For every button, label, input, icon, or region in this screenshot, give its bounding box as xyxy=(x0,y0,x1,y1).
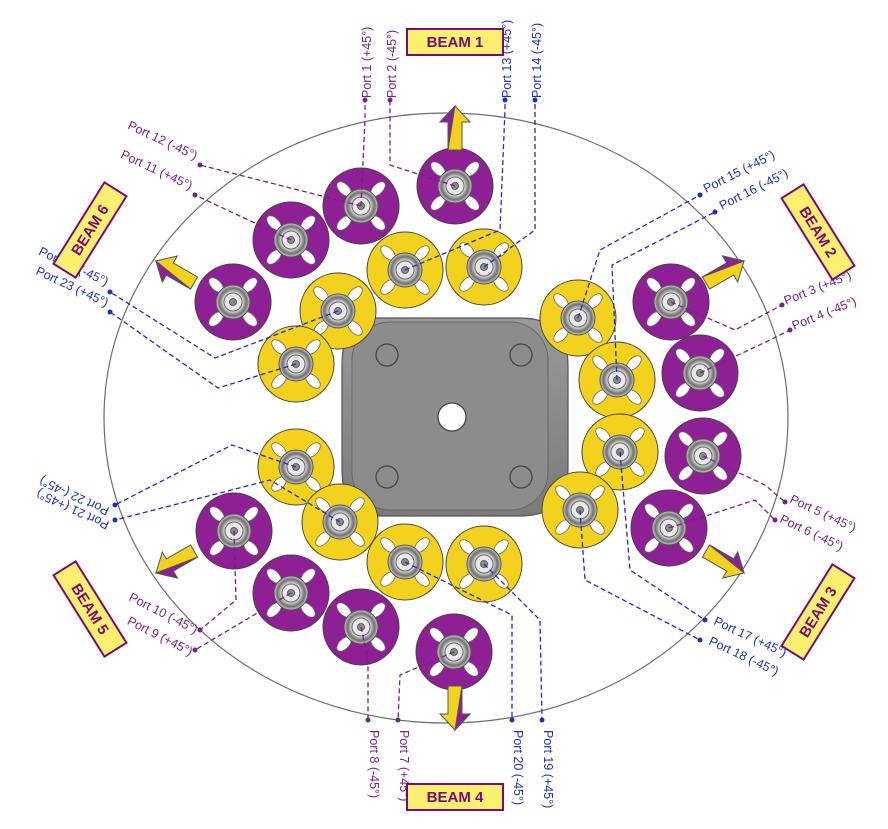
feed-line xyxy=(109,291,339,359)
radiator-purple xyxy=(195,492,273,570)
port-label: Port 14 (-45°) xyxy=(530,23,544,98)
feed-line xyxy=(483,100,536,268)
mount-hole xyxy=(509,343,533,367)
port-terminal xyxy=(112,517,118,523)
feed-line xyxy=(360,626,369,720)
port-terminal xyxy=(539,717,545,723)
feed-line xyxy=(397,651,455,721)
port-terminal xyxy=(532,97,538,103)
beam-arrow-icon xyxy=(701,544,746,579)
port-terminal xyxy=(697,192,703,198)
beam-arrow-icon xyxy=(154,255,199,290)
beam-direction-arrows xyxy=(154,104,746,732)
port-terminal xyxy=(197,627,203,633)
port-label: Port 2 (-45°) xyxy=(385,30,399,98)
feed-line xyxy=(389,100,456,187)
feed-line xyxy=(577,194,701,319)
feed-line xyxy=(404,100,506,271)
feed-line xyxy=(611,211,716,381)
svg-text:BEAM 4: BEAM 4 xyxy=(427,789,484,806)
port-terminal xyxy=(395,717,401,723)
feed-line xyxy=(199,530,237,631)
feed-line xyxy=(668,499,776,529)
port-terminal xyxy=(192,192,198,198)
feed-line xyxy=(483,563,543,721)
port-terminal xyxy=(509,717,515,723)
port-terminal xyxy=(387,97,393,103)
feed-line xyxy=(619,451,706,621)
port-terminal xyxy=(107,289,113,295)
beam-label-2: BEAM 2 xyxy=(780,183,856,281)
feed-line xyxy=(360,100,366,207)
beam-label-3: BEAM 3 xyxy=(780,563,856,661)
port-terminal xyxy=(502,97,508,103)
port-terminal xyxy=(197,162,203,168)
port-terminal xyxy=(787,327,793,333)
mount-hole xyxy=(375,465,399,489)
port-terminal xyxy=(107,309,113,315)
center-plate xyxy=(341,317,569,517)
beam-arrow-icon xyxy=(701,255,746,290)
port-label: Port 1 (+45°) xyxy=(360,27,374,98)
port-terminal xyxy=(779,302,785,308)
port-terminal xyxy=(782,499,788,505)
mount-hole xyxy=(375,343,399,367)
feed-line xyxy=(114,444,297,506)
feed-line xyxy=(199,164,362,207)
feed-line xyxy=(194,194,292,241)
port-terminal xyxy=(772,517,778,523)
feed-line xyxy=(702,455,786,503)
feed-line xyxy=(579,509,701,641)
beam-label-6: BEAM 6 xyxy=(52,181,128,279)
svg-text:BEAM 1: BEAM 1 xyxy=(427,34,484,51)
port-label: Port 19 (+45°) xyxy=(541,730,555,808)
center-hole xyxy=(437,402,467,432)
port-terminal xyxy=(702,617,708,623)
port-feed-lines xyxy=(107,97,793,723)
port-terminal xyxy=(697,637,703,643)
feed-line xyxy=(114,479,341,523)
radiator-purple xyxy=(194,263,272,341)
feed-line xyxy=(109,311,297,389)
beam-label-5: BEAM 5 xyxy=(52,560,128,658)
beam-arrow-icon xyxy=(154,544,199,579)
mount-hole xyxy=(509,465,533,489)
beam-label-4: BEAM 4 xyxy=(406,783,504,811)
feed-line xyxy=(699,329,791,374)
beam-label-1: BEAM 1 xyxy=(406,28,504,56)
port-terminal xyxy=(192,647,198,653)
feed-line xyxy=(670,301,783,331)
beam-arrow-icon xyxy=(438,685,472,732)
beam-arrow-icon xyxy=(438,104,472,151)
port-label: Port 20 (-45°) xyxy=(511,730,525,805)
feed-line xyxy=(194,592,292,651)
port-terminal xyxy=(712,209,718,215)
port-label: Port 8 (-45°) xyxy=(367,730,381,798)
port-terminal xyxy=(362,97,368,103)
port-terminal xyxy=(365,717,371,723)
port-terminal xyxy=(112,502,118,508)
